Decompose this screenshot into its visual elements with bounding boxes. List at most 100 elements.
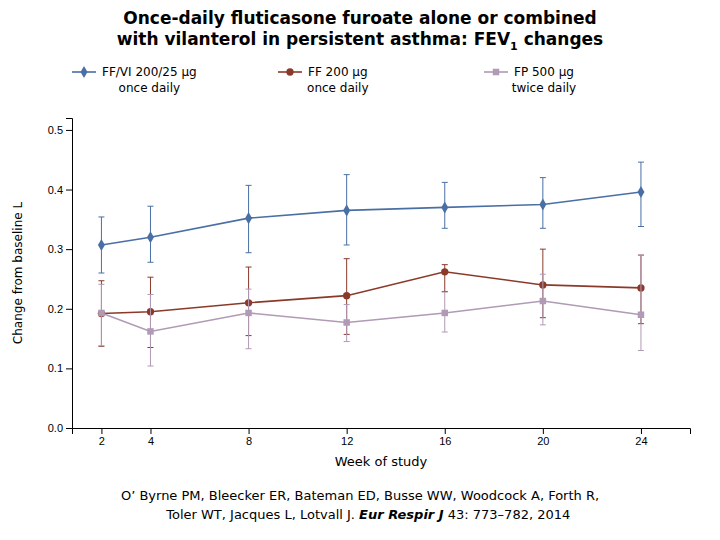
y-tick-label: 0.4	[48, 184, 63, 196]
error-bar-cap	[540, 249, 546, 250]
x-tick-label: 2	[99, 435, 105, 447]
error-bar-cap	[638, 162, 644, 163]
error-bar-cap	[147, 366, 153, 367]
error-bar-cap	[246, 185, 252, 186]
point	[441, 268, 448, 275]
error-bar	[147, 206, 153, 262]
error-bar-cap	[98, 273, 104, 274]
error-bar-cap	[442, 182, 448, 183]
y-tick: 0.3	[48, 243, 72, 255]
x-tick: 12	[341, 428, 353, 447]
annotation-part: 43: 773–782, 2014	[444, 507, 571, 522]
error-bar	[442, 265, 448, 292]
annotations: O’ Byrne PM, Bleecker ER, Bateman ED, Bu…	[121, 488, 599, 522]
x-tick-label: 12	[341, 435, 353, 447]
x-tick-label: 16	[439, 435, 451, 447]
series	[98, 162, 644, 273]
x-tick: 4	[148, 428, 154, 447]
error-bar-cap	[442, 264, 448, 265]
y-tick: 0.2	[48, 303, 72, 315]
error-bar	[540, 274, 546, 325]
series	[98, 249, 645, 347]
point	[245, 310, 251, 316]
x-tick-label: 24	[635, 435, 647, 447]
error-bar-cap	[442, 291, 448, 292]
title-line: with vilanterol in persistent asthma: FE…	[117, 29, 604, 53]
legend-label: FP 500 μg	[514, 65, 574, 79]
error-bar	[344, 305, 350, 342]
legend-item: FF/VI 200/25 μg once daily	[72, 65, 197, 95]
title-subscript: 1	[510, 40, 518, 53]
y-tick-mark	[66, 190, 72, 191]
error-bar-cap	[147, 277, 153, 278]
point	[441, 201, 448, 213]
error-bar-cap	[442, 332, 448, 333]
error-bar-stem	[640, 255, 641, 350]
error-bar	[98, 217, 104, 273]
error-bar-cap	[344, 244, 350, 245]
point	[637, 186, 644, 198]
x-tick: 2	[99, 428, 105, 447]
error-bar-cap	[98, 280, 104, 281]
error-bar	[98, 284, 104, 345]
title: Once-daily fluticasone furoate alone or …	[117, 8, 604, 53]
x-tick-label: 4	[148, 435, 154, 447]
legend-label: FF/VI 200/25 μg	[102, 65, 197, 79]
x-tick-mark	[641, 428, 642, 434]
point	[245, 212, 252, 224]
point	[343, 292, 350, 299]
legend: FF/VI 200/25 μg once daily FF 200 μg once d…	[72, 65, 576, 95]
x-tick: 24	[635, 428, 647, 447]
point	[98, 239, 105, 251]
error-bar-cap	[540, 228, 546, 229]
error-bar-cap	[638, 226, 644, 227]
error-bar-cap	[540, 274, 546, 275]
y-tick: 0.4	[48, 184, 72, 196]
x-axis: 24812162024	[73, 428, 691, 447]
point	[539, 198, 546, 210]
error-bar-cap	[442, 292, 448, 293]
error-bar	[246, 289, 252, 349]
annotation: O’ Byrne PM, Bleecker ER, Bateman ED, Bu…	[121, 488, 599, 503]
y-tick-label: 0.3	[48, 243, 63, 255]
point	[98, 310, 104, 316]
legend-label: FF 200 μg	[308, 65, 368, 79]
error-bar-cap	[344, 174, 350, 175]
x-tick-mark	[445, 428, 446, 434]
x-tick: 20	[537, 428, 549, 447]
x-tick-mark	[101, 428, 102, 434]
error-bar	[344, 259, 350, 335]
error-bar	[98, 281, 104, 347]
error-bar-cap	[246, 289, 252, 290]
plot: 248121620240.00.10.20.30.40.5	[48, 119, 691, 447]
legend-sublabel: once daily	[119, 81, 180, 95]
error-bar	[638, 255, 644, 350]
x-axis-line	[73, 429, 691, 435]
data	[98, 162, 645, 366]
y-tick-label: 0.1	[48, 362, 63, 374]
legend-sublabel: once daily	[307, 81, 368, 95]
error-bar-cap	[638, 350, 644, 351]
error-bar-cap	[638, 255, 644, 256]
x-tick-mark	[543, 428, 544, 434]
y-tick-mark	[66, 428, 72, 429]
error-bar	[442, 182, 448, 228]
error-bar-cap	[98, 284, 104, 285]
y-tick-mark	[66, 130, 72, 131]
point	[442, 310, 448, 316]
error-bar-cap	[540, 324, 546, 325]
y-axis: 0.00.10.20.30.40.5	[48, 119, 73, 435]
y-axis-title: Change from baseline L	[11, 202, 25, 345]
annotation: Toler WT, Jacques L, Lotvall J. Eur Resp…	[150, 507, 571, 522]
series-line	[101, 192, 641, 245]
annotation-part: Eur Respir J	[359, 507, 444, 522]
point	[147, 231, 154, 243]
y-tick-mark	[66, 368, 72, 369]
title-text: changes	[518, 29, 604, 49]
x-tick-mark	[150, 428, 151, 434]
legend-marker	[493, 69, 499, 75]
series-line	[101, 301, 641, 331]
error-bar	[246, 185, 252, 252]
error-bar-cap	[246, 252, 252, 253]
series	[98, 255, 644, 366]
